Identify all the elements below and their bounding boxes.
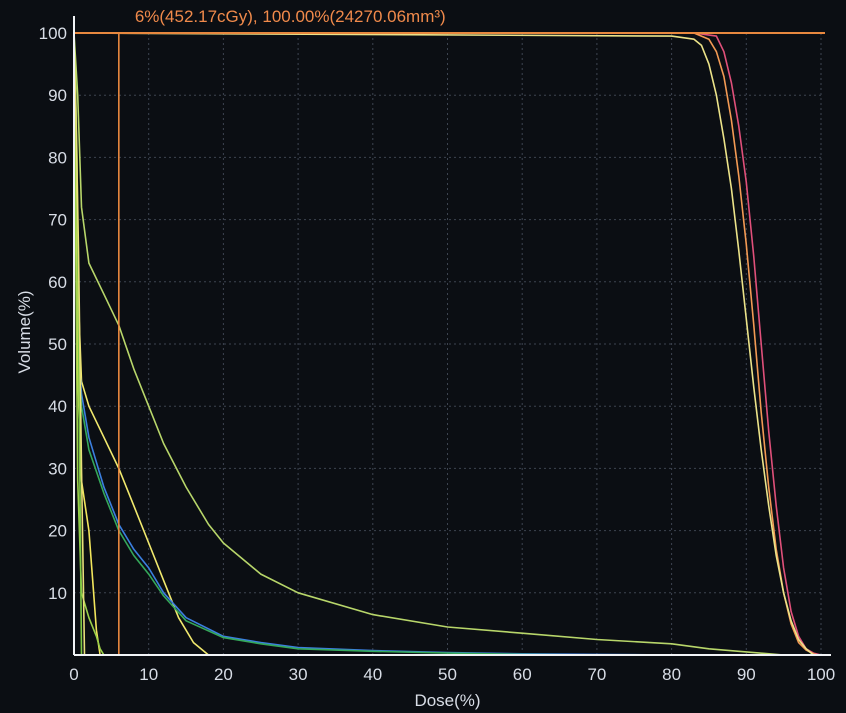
x-tick-label: 60 bbox=[513, 665, 532, 684]
x-axis-title: Dose(%) bbox=[414, 691, 480, 710]
series-line-11 bbox=[73, 32, 86, 656]
y-tick-label: 50 bbox=[48, 335, 67, 354]
y-tick-label: 60 bbox=[48, 273, 67, 292]
x-tick-label: 0 bbox=[69, 665, 78, 684]
y-tick-label: 70 bbox=[48, 211, 67, 230]
y-tick-label: 20 bbox=[48, 522, 67, 541]
x-tick-label: 40 bbox=[363, 665, 382, 684]
x-tick-label: 30 bbox=[289, 665, 308, 684]
y-tick-label: 90 bbox=[48, 86, 67, 105]
cursor: 6%(452.17cGy), 100.00%(24270.06mm³) bbox=[74, 7, 825, 655]
series-line-2 bbox=[74, 32, 818, 656]
axes bbox=[73, 16, 831, 656]
series-lines bbox=[73, 32, 822, 656]
y-tick-label: 100 bbox=[39, 24, 67, 43]
y-tick-label: 80 bbox=[48, 148, 67, 167]
x-tick-label: 50 bbox=[438, 665, 457, 684]
x-tick-label: 100 bbox=[807, 665, 835, 684]
x-tick-label: 20 bbox=[214, 665, 233, 684]
grid bbox=[74, 32, 822, 655]
y-tick-label: 10 bbox=[48, 584, 67, 603]
x-tick-labels: 0 10 20 30 40 50 60 70 80 90 100 bbox=[69, 665, 835, 684]
series-line-8 bbox=[73, 32, 101, 656]
y-tick-label: 30 bbox=[48, 459, 67, 478]
x-tick-label: 70 bbox=[587, 665, 606, 684]
y-tick-label: 40 bbox=[48, 397, 67, 416]
x-tick-label: 90 bbox=[737, 665, 756, 684]
x-tick-label: 10 bbox=[139, 665, 158, 684]
series-line-1 bbox=[74, 32, 822, 656]
series-line-9 bbox=[73, 32, 105, 656]
series-line-7 bbox=[73, 32, 597, 656]
x-tick-label: 80 bbox=[662, 665, 681, 684]
cursor-readout: 6%(452.17cGy), 100.00%(24270.06mm³) bbox=[135, 7, 446, 26]
y-axis-title: Volume(%) bbox=[15, 290, 34, 373]
y-tick-labels: 10 20 30 40 50 60 70 80 90 100 bbox=[39, 24, 67, 603]
series-line-4 bbox=[73, 32, 784, 656]
series-line-3 bbox=[73, 32, 815, 656]
